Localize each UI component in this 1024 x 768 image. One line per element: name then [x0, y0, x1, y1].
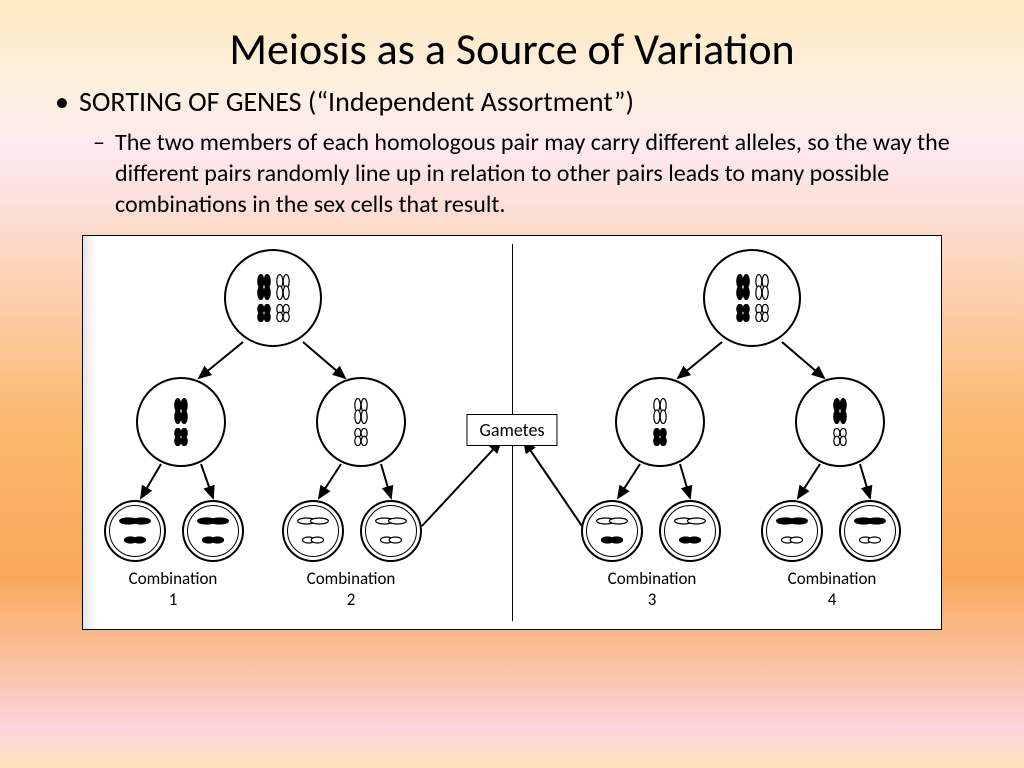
gametes-label: Gametes	[466, 414, 557, 446]
page-title: Meiosis as a Source of Variation	[0, 0, 1024, 84]
meiosis-diagram: Gametes	[82, 235, 942, 630]
content-area: SORTING OF GENES (“Independent Assortmen…	[0, 84, 1024, 630]
arrow	[83, 236, 512, 629]
bullet-main: SORTING OF GENES (“Independent Assortmen…	[55, 84, 969, 119]
bullet-sub: The two members of each homologous pair …	[55, 127, 969, 221]
diagram-left-half: Combination1Combination2	[83, 236, 512, 629]
arrow	[512, 236, 941, 629]
diagram-right-half: Combination3Combination4	[512, 236, 941, 629]
